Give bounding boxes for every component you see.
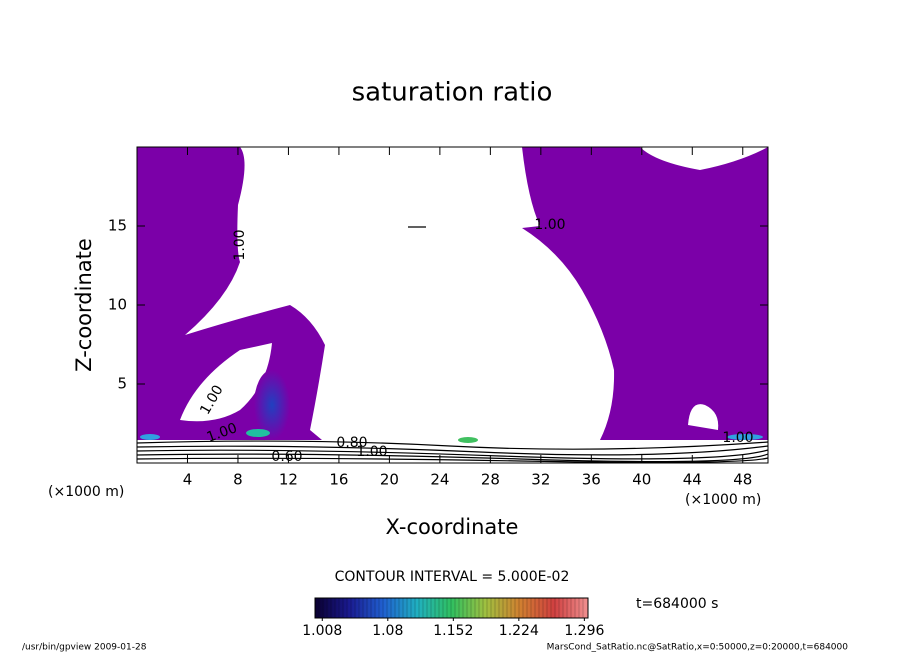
contour-label: 0.80 <box>336 435 367 451</box>
region <box>522 147 768 440</box>
contour-lines <box>136 226 769 464</box>
region <box>727 434 763 440</box>
contour-line <box>136 453 769 463</box>
x-tick-label: 36 <box>582 471 601 489</box>
x-tick-label: 28 <box>481 471 500 489</box>
contour-label: 1.00 <box>356 444 387 460</box>
x-axis-title: X-coordinate <box>386 515 519 539</box>
contour-line <box>136 449 769 460</box>
time-label: t=684000 s <box>636 596 718 612</box>
x-tick-label: 40 <box>632 471 651 489</box>
y-axis-title: Z-coordinate <box>72 238 96 372</box>
region <box>688 404 719 430</box>
region <box>140 434 160 440</box>
region <box>458 437 478 443</box>
colorbar-tick-label: 1.152 <box>433 623 473 639</box>
x-tick-label: 4 <box>183 471 193 489</box>
region <box>137 147 325 440</box>
x-tick-label: 24 <box>430 471 449 489</box>
x-tick-label: 20 <box>380 471 399 489</box>
footer-left: /usr/bin/gpview 2009-01-28 <box>22 643 147 653</box>
y-tick-label: 15 <box>108 217 127 235</box>
region <box>246 429 270 437</box>
x-unit: (×1000 m) <box>685 492 761 508</box>
contour-label: 1.00 <box>534 217 565 233</box>
contour-fill <box>137 147 768 443</box>
region <box>180 343 272 422</box>
colorbar-tick-label: 1.224 <box>499 623 539 639</box>
contour-label: 1.00 <box>722 430 753 446</box>
contour-line <box>136 445 769 456</box>
colorbar-tick-label: 1.08 <box>372 623 403 639</box>
colorbar-tick-label: 1.296 <box>564 623 604 639</box>
contour-label: 1.00 <box>232 229 248 260</box>
colorbar <box>314 597 589 619</box>
x-tick-label: 48 <box>733 471 752 489</box>
contour-line <box>136 440 769 450</box>
y-tick-label: 10 <box>108 296 127 314</box>
x-tick-label: 12 <box>279 471 298 489</box>
footer-right: MarsCond_SatRatio.nc@SatRatio,x=0:50000,… <box>547 643 849 653</box>
contour-line <box>136 457 769 464</box>
contour-interval: CONTOUR INTERVAL = 5.000E-02 <box>335 569 570 585</box>
x-tick-label: 8 <box>233 471 243 489</box>
x-tick-label: 32 <box>531 471 550 489</box>
contour-label: 0.60 <box>271 449 302 465</box>
x-tick-label: 16 <box>329 471 348 489</box>
chart-title: saturation ratio <box>352 78 553 108</box>
region <box>254 370 290 440</box>
colorbar-tick-label: 1.008 <box>302 623 342 639</box>
y-tick-label: 5 <box>117 375 127 393</box>
x-unit: (×1000 m) <box>48 484 124 500</box>
x-tick-label: 44 <box>683 471 702 489</box>
